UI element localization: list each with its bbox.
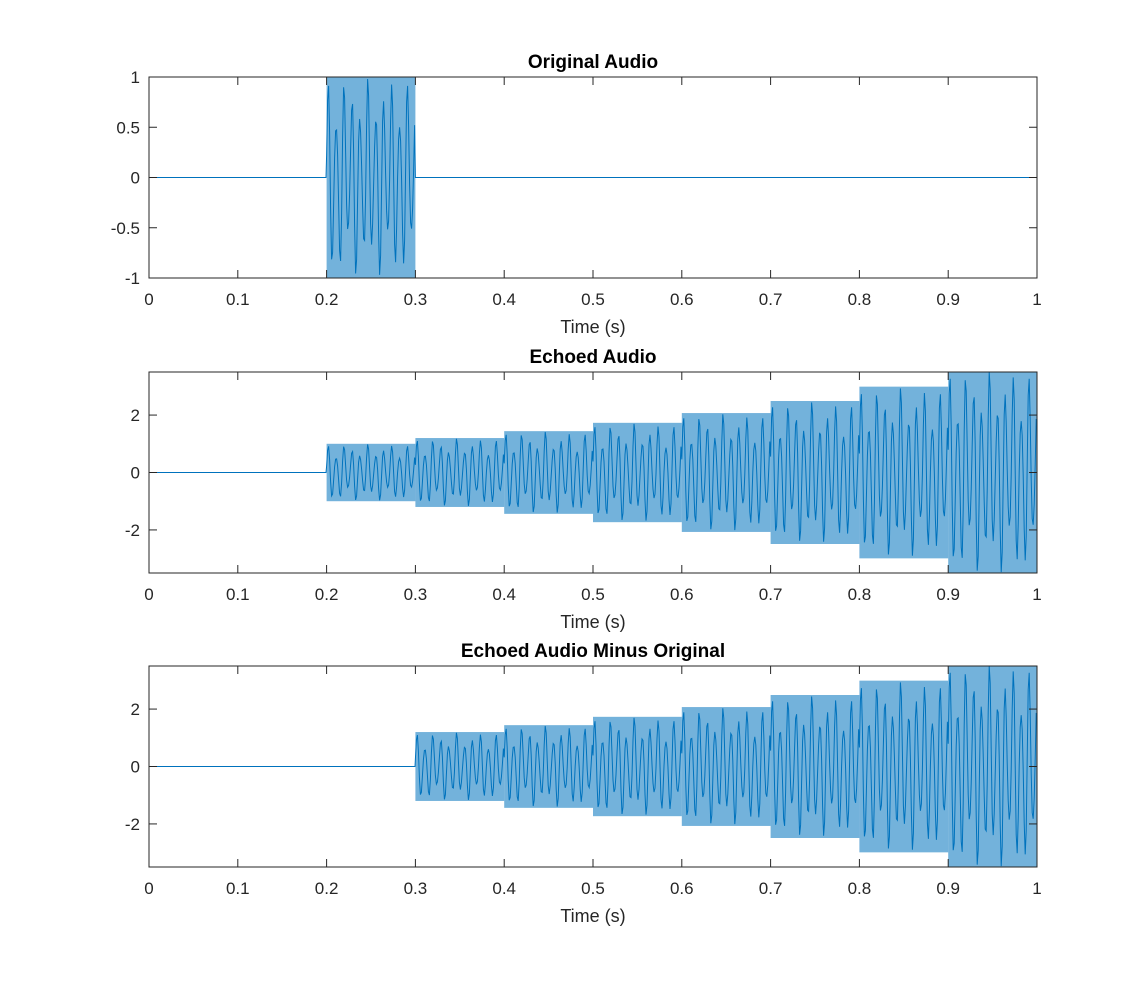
signal-envelope-2-4 — [504, 431, 593, 514]
x-tick-label: 0.4 — [492, 585, 516, 604]
y-tick-label: 2 — [131, 700, 140, 719]
signal-envelope-3-3 — [504, 725, 593, 808]
x-tick-label: 0.5 — [581, 585, 605, 604]
signal-envelope-3-4 — [593, 716, 682, 817]
subplot-2: 0 0.1 0.2 0.3 0.4 0.5 0.6 0.7 0.8 0.9 1 -2 0 2 Echoed … — [125, 347, 1042, 632]
subplot-3: 0 0.1 0.2 0.3 0.4 0.5 0.6 0.7 0.8 0.9 1 -2 0 2 Echoed … — [125, 641, 1042, 926]
x-axis-label: Time (s) — [560, 317, 625, 337]
x-tick-label: 0.2 — [315, 585, 339, 604]
x-tick-label: 0.9 — [936, 585, 960, 604]
signal-envelope-1-2 — [326, 77, 416, 278]
x-tick-label: 0.4 — [492, 290, 516, 309]
y-tick-label: 1 — [131, 68, 140, 87]
y-tick-label: 0 — [131, 464, 140, 483]
x-tick-label: 0.8 — [848, 290, 872, 309]
x-tick-label: 0.6 — [670, 879, 694, 898]
y-tick-label: -1 — [125, 269, 140, 288]
y-tick-label: 0.5 — [116, 118, 140, 137]
x-axis-label: Time (s) — [560, 906, 625, 926]
y-tick-label: -2 — [125, 521, 140, 540]
signal-envelope-3-6 — [770, 695, 860, 838]
x-tick-label: 0.7 — [759, 879, 783, 898]
x-tick-label: 0 — [144, 585, 153, 604]
x-tick-label: 0 — [144, 290, 153, 309]
y-tick-label: 0 — [131, 169, 140, 188]
x-tick-label: 0.4 — [492, 879, 516, 898]
signal-envelope-3-7 — [859, 680, 949, 853]
subplot-1: 0 0.1 0.2 0.3 0.4 0.5 0.6 0.7 0.8 0.9 1 -1 -0.5 0 0.5 1… — [111, 52, 1042, 337]
x-tick-label: 1 — [1032, 879, 1041, 898]
signal-envelope-3-5 — [681, 707, 771, 826]
y-tick-label: -0.5 — [111, 219, 140, 238]
x-tick-label: 0.7 — [759, 585, 783, 604]
x-tick-label: 0.2 — [315, 879, 339, 898]
signal-envelope-2-5 — [593, 422, 682, 523]
x-tick-label: 0.1 — [226, 879, 250, 898]
signal-line-1-1 — [149, 79, 1037, 275]
x-tick-label: 0.1 — [226, 290, 250, 309]
x-tick-label: 1 — [1032, 290, 1041, 309]
signal-envelope-3-8 — [948, 666, 1037, 867]
y-tick-label: 2 — [131, 406, 140, 425]
x-tick-label: 1 — [1032, 585, 1041, 604]
subplot-title: Original Audio — [528, 52, 658, 73]
x-tick-label: 0.1 — [226, 585, 250, 604]
x-tick-label: 0.9 — [936, 290, 960, 309]
signal-envelope-2-6 — [681, 413, 771, 532]
subplot-title: Echoed Audio — [529, 347, 656, 368]
y-tick-label: -2 — [125, 815, 140, 834]
x-tick-label: 0.7 — [759, 290, 783, 309]
x-tick-label: 0.3 — [404, 290, 428, 309]
x-tick-label: 0.3 — [404, 879, 428, 898]
x-tick-label: 0 — [144, 879, 153, 898]
x-tick-label: 0.9 — [936, 879, 960, 898]
signal-envelope-2-7 — [770, 401, 860, 544]
x-tick-label: 0.5 — [581, 290, 605, 309]
signal-envelope-2-8 — [859, 386, 949, 559]
signal-envelope-2-2 — [326, 443, 416, 502]
signal-envelope-2-3 — [415, 438, 505, 507]
y-tick-label: 0 — [131, 758, 140, 777]
x-tick-label: 0.8 — [848, 585, 872, 604]
x-axis-label: Time (s) — [560, 612, 625, 632]
x-tick-label: 0.8 — [848, 879, 872, 898]
x-tick-label: 0.6 — [670, 585, 694, 604]
signal-envelope-3-2 — [415, 732, 505, 801]
x-tick-label: 0.2 — [315, 290, 339, 309]
x-tick-label: 0.3 — [404, 585, 428, 604]
x-tick-label: 0.5 — [581, 879, 605, 898]
subplot-title: Echoed Audio Minus Original — [461, 641, 725, 662]
signal-envelope-2-9 — [948, 372, 1037, 573]
x-tick-label: 0.6 — [670, 290, 694, 309]
